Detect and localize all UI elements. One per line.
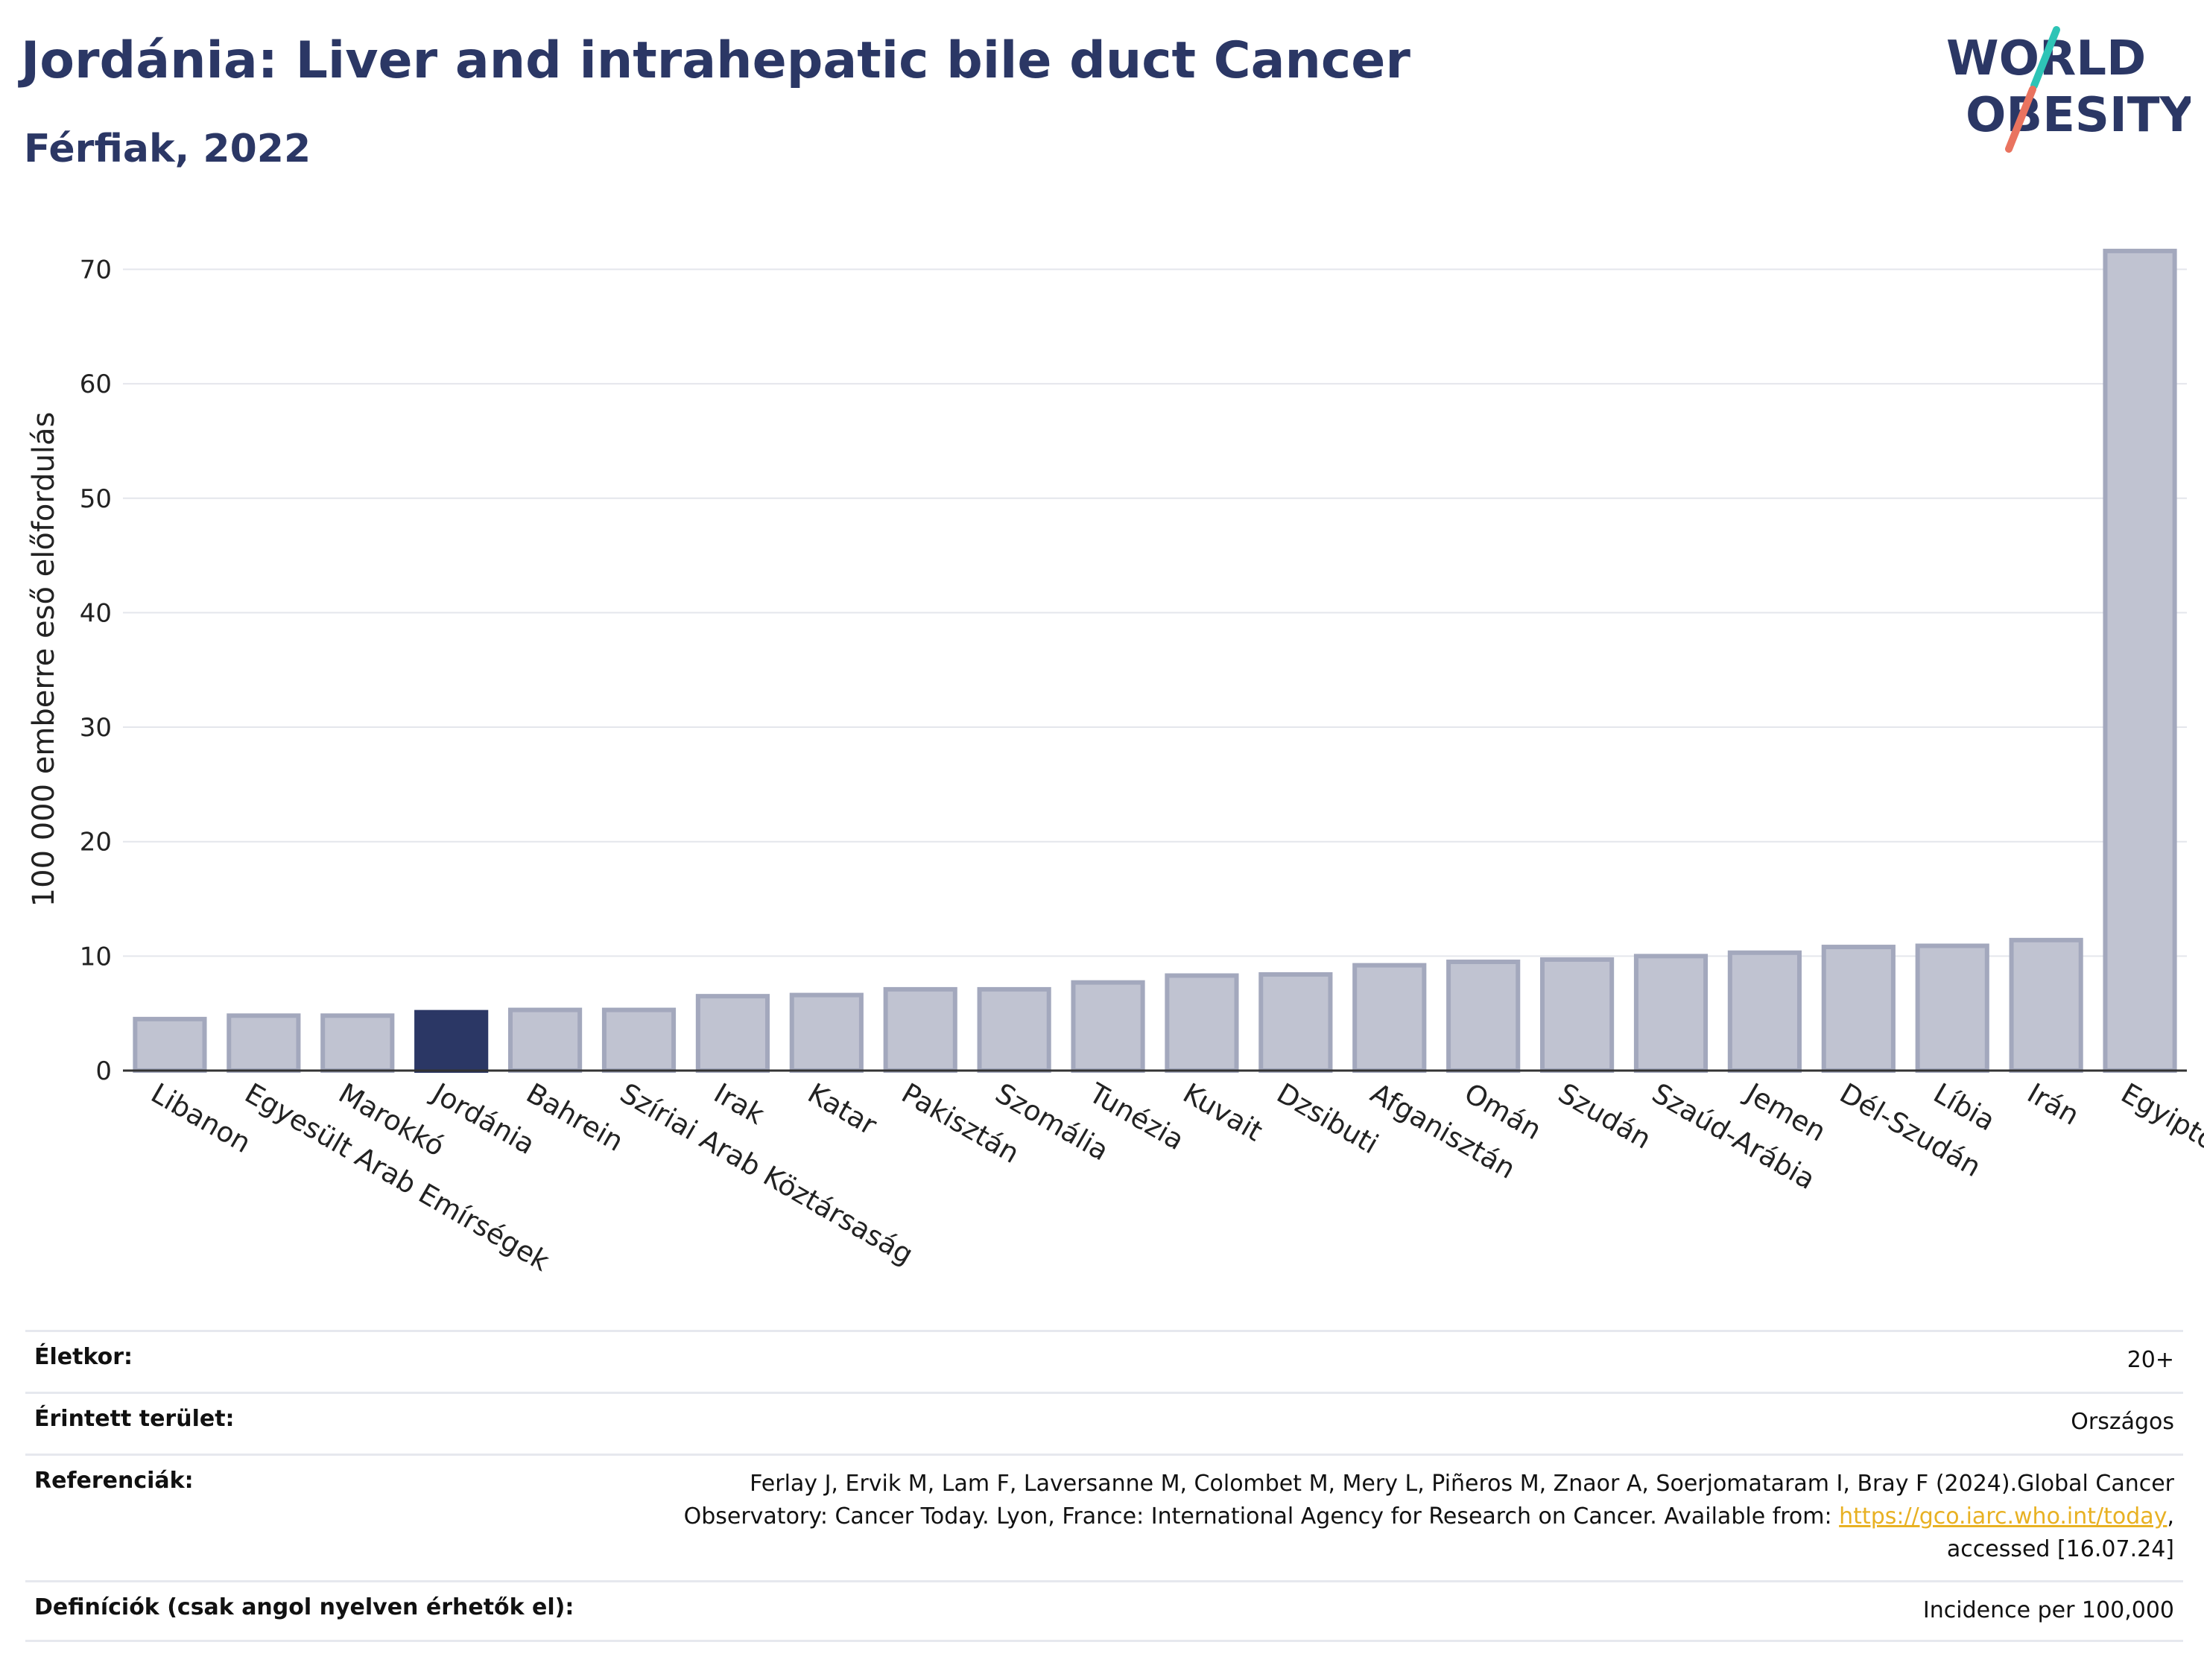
logo-text-obesity: OBESITY	[1966, 88, 2191, 143]
x-tick-label: Egyiptom	[2116, 1077, 2204, 1170]
logo-slash-teal	[2030, 26, 2060, 89]
info-row-area: Érintett terület: Országos	[25, 1392, 2183, 1454]
bar-5[interactable]	[601, 1007, 677, 1073]
grid-lines	[123, 268, 2187, 957]
y-tick-label: 10	[80, 942, 112, 971]
x-tick-label: Libanon	[145, 1077, 256, 1160]
x-tick-label: Szaúd-Arábia	[1647, 1077, 1820, 1196]
references-comma: ,	[2167, 1503, 2174, 1530]
bar-12[interactable]	[1258, 971, 1333, 1074]
y-tick-label: 20	[80, 828, 112, 858]
info-row-references: Referenciák: Ferlay J, Ervik M, Lam F, L…	[25, 1454, 2183, 1580]
definitions-label: Definíciók (csak angol nyelven érhetők e…	[34, 1594, 574, 1620]
world-obesity-logo: WORLD OBESITY	[1946, 26, 2191, 153]
logo-slash-red	[2005, 86, 2036, 153]
y-tick-label: 30	[80, 713, 112, 743]
info-row-age: Életkor: 20+	[25, 1330, 2183, 1392]
references-label: Referenciák:	[34, 1468, 194, 1494]
y-tick-label: 70	[80, 255, 112, 285]
x-tick-label: Bahrein	[521, 1077, 629, 1158]
x-tick-label: Dzsibuti	[1271, 1077, 1384, 1161]
bar-13[interactable]	[1352, 963, 1427, 1073]
age-value: 20+	[2127, 1347, 2174, 1373]
bar-8[interactable]	[883, 986, 957, 1073]
bar-15[interactable]	[1540, 957, 1615, 1073]
bar-7[interactable]	[789, 992, 864, 1074]
y-tick-label: 40	[80, 598, 112, 628]
x-tick-label: Szudán	[1553, 1077, 1656, 1156]
bar-21[interactable]	[2103, 248, 2177, 1073]
bar-10[interactable]	[1071, 980, 1145, 1074]
references-text-line1: Ferlay J, Ervik M, Lam F, Laversanne M, …	[750, 1471, 2174, 1497]
area-label: Érintett terület:	[34, 1406, 235, 1432]
x-tick-label: Irán	[2022, 1077, 2085, 1132]
bar-11[interactable]	[1165, 973, 1239, 1074]
bar-0[interactable]	[133, 1016, 207, 1074]
bar-14[interactable]	[1446, 960, 1521, 1074]
bar-9[interactable]	[977, 986, 1051, 1073]
bar-20[interactable]	[2009, 937, 2083, 1074]
bars	[133, 248, 2177, 1074]
area-value: Országos	[2071, 1409, 2174, 1435]
bar-1[interactable]	[227, 1013, 301, 1074]
bar-16[interactable]	[1633, 954, 1709, 1073]
x-tick-label: Kuvait	[1177, 1077, 1267, 1148]
y-axis-title: 100 000 emberre eső előfordulás	[27, 412, 61, 907]
page-title: Jordánia: Liver and intrahepatic bile du…	[21, 31, 1410, 90]
bar-2[interactable]	[320, 1013, 395, 1074]
bar-6[interactable]	[695, 994, 770, 1074]
y-tick-label: 50	[80, 484, 112, 514]
y-tick-label: 60	[80, 370, 112, 399]
bar-19[interactable]	[1915, 943, 1989, 1073]
x-tick-label: Katar	[802, 1077, 883, 1142]
references-text-line3: accessed [16.07.24]	[1946, 1536, 2174, 1562]
references-link[interactable]: https://gco.iarc.who.int/today	[1839, 1503, 2167, 1530]
bar-4[interactable]	[508, 1007, 583, 1073]
references-text-line2: Observatory: Cancer Today. Lyon, France:…	[683, 1503, 1840, 1530]
x-tick-label: Jordánia	[425, 1077, 540, 1161]
references-value: Ferlay J, Ervik M, Lam F, Laversanne M, …	[684, 1468, 2174, 1566]
definitions-value: Incidence per 100,000	[1922, 1597, 2174, 1623]
bar-3[interactable]	[414, 1009, 489, 1073]
x-tick-label: Irak	[709, 1077, 770, 1132]
info-row-definitions: Definíciók (csak angol nyelven érhetők e…	[25, 1580, 2183, 1642]
y-tick-label: 0	[95, 1056, 112, 1086]
info-table: Életkor: 20+ Érintett terület: Országos …	[25, 1330, 2183, 1642]
age-label: Életkor:	[34, 1344, 133, 1370]
page-subtitle: Férfiak, 2022	[24, 127, 311, 171]
y-axis-ticks: 0 10 20 30 40 50 60 70	[80, 255, 112, 1086]
bar-18[interactable]	[1821, 945, 1896, 1073]
bar-17[interactable]	[1727, 950, 1802, 1074]
